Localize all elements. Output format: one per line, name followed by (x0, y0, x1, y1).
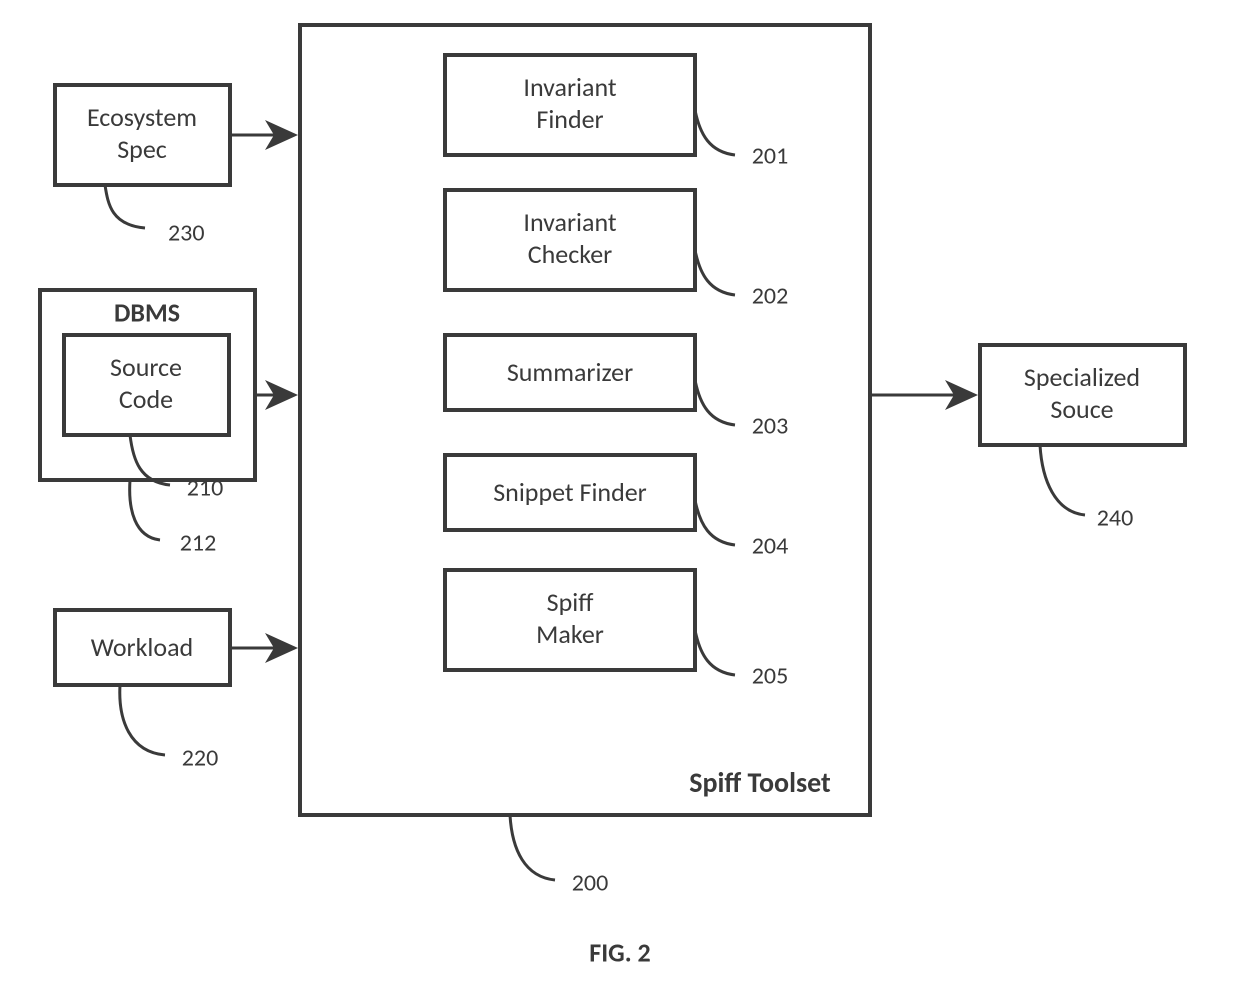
label-spiff-maker-l1: Spiff (547, 586, 594, 618)
label-snip-finder: Snippet Finder (493, 476, 647, 508)
label-inv-checker-l2: Checker (528, 238, 612, 270)
ref-inv-checker: 202 (752, 282, 789, 311)
label-source-code-l2: Code (119, 383, 173, 415)
leader-toolset: 200 (510, 815, 608, 898)
ref-spiff-maker: 205 (752, 662, 789, 691)
ref-output: 240 (1097, 504, 1134, 533)
label-spiff-maker-l2: Maker (536, 618, 604, 650)
ref-inv-finder: 201 (752, 142, 789, 171)
ref-source-code: 210 (187, 474, 224, 503)
label-ecosystem-l1: Ecosystem (87, 101, 197, 133)
leader-output: 240 (1040, 445, 1133, 533)
label-output-l2: Souce (1050, 393, 1113, 425)
ref-summarizer: 203 (752, 412, 789, 441)
label-toolset-title: Spiff Toolset (689, 765, 831, 800)
label-summarizer: Summarizer (507, 356, 633, 388)
label-dbms-title: DBMS (114, 296, 180, 328)
label-inv-finder-l1: Invariant (523, 71, 617, 103)
label-output-l1: Specialized (1024, 361, 1140, 393)
label-inv-finder-l2: Finder (536, 103, 603, 135)
ref-workload: 220 (182, 744, 219, 773)
ref-dbms: 212 (180, 529, 217, 558)
ref-ecosystem: 230 (168, 219, 205, 248)
label-source-code-l1: Source (110, 351, 182, 383)
ref-snip-finder: 204 (752, 532, 789, 561)
diagram-canvas: Spiff Toolset Ecosystem Spec DBMS Source… (0, 0, 1240, 983)
figure-caption: FIG. 2 (589, 936, 650, 968)
label-ecosystem-l2: Spec (117, 133, 167, 165)
leader-ecosystem: 230 (105, 185, 205, 248)
label-inv-checker-l1: Invariant (523, 206, 617, 238)
label-workload: Workload (91, 631, 193, 663)
ref-toolset: 200 (572, 869, 609, 898)
leader-workload: 220 (120, 685, 218, 773)
